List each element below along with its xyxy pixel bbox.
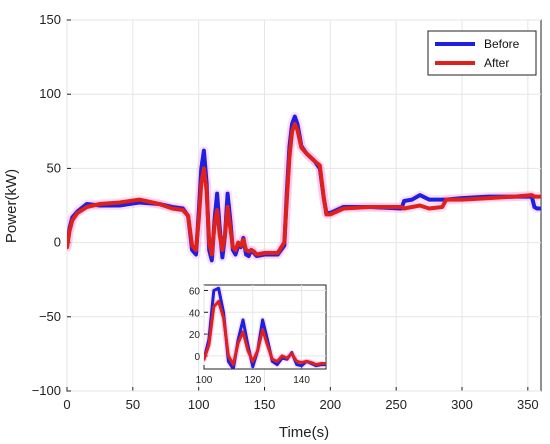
main-y-tick-label: −50 <box>39 309 61 324</box>
inset-x-tick-label: 120 <box>244 375 261 386</box>
main-x-tick-label: 100 <box>188 397 210 412</box>
main-y-tick-label: 100 <box>39 86 61 101</box>
main-series-layer <box>67 112 541 265</box>
legend-label-before: Before <box>484 37 520 51</box>
main-x-tick-label: 250 <box>385 397 407 412</box>
inset-y-tick-label: 20 <box>189 330 201 341</box>
main-y-tick-label: −100 <box>32 383 61 398</box>
inset-y-tick-label: 40 <box>189 308 201 319</box>
main-x-tick-label: 350 <box>517 397 539 412</box>
main-x-tick-label: 50 <box>126 397 140 412</box>
main-y-tick-label: 150 <box>39 12 61 27</box>
inset-series-layer <box>204 285 326 369</box>
x-axis-title: Time(s) <box>279 424 329 441</box>
legend-label-after: After <box>484 56 509 70</box>
main-series-line-after <box>67 121 541 257</box>
inset-x-tick-label: 140 <box>293 375 310 386</box>
legend-box <box>427 30 537 76</box>
main-y-tick-label: 50 <box>47 160 61 175</box>
main-x-tick-label: 150 <box>254 397 276 412</box>
main-x-tick-label: 200 <box>319 397 341 412</box>
legend: Before After <box>427 30 537 76</box>
main-x-tick-label: 300 <box>451 397 473 412</box>
inset-series-line-after <box>204 299 326 367</box>
main-x-tick-label: 0 <box>63 397 70 412</box>
inset-y-tick-label: 60 <box>189 286 201 297</box>
inset-y-tick-label: 0 <box>194 352 200 363</box>
main-y-tick-label: 0 <box>54 235 61 250</box>
inset-x-tick-label: 100 <box>196 375 213 386</box>
inset-tick-labels: 100 120 140 0 20 40 60 <box>189 286 311 386</box>
y-axis-title: Power(kW) <box>3 169 20 243</box>
